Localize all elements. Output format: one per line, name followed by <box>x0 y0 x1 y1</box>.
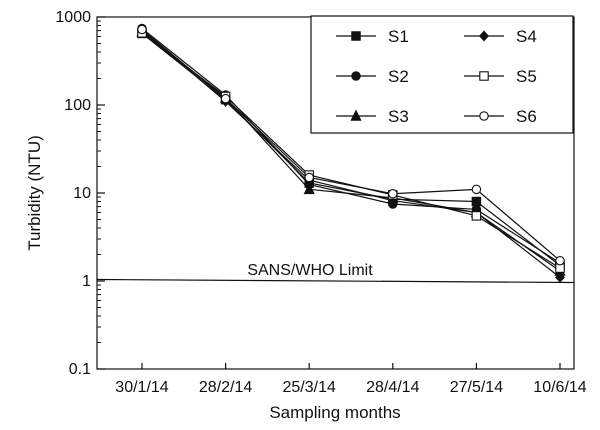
series-line-s2 <box>141 28 561 264</box>
x-tick-label: 10/6/14 <box>533 379 586 396</box>
series-line-s4 <box>141 30 561 278</box>
legend-marker-s1 <box>351 31 361 41</box>
legend: S1 S2 S3 S4 S5 S6 <box>310 15 574 134</box>
legend-marker-s3 <box>350 109 362 121</box>
legend-marker-s6 <box>479 111 489 121</box>
x-tick-label: 30/1/14 <box>115 379 168 396</box>
data-point-s6 <box>137 24 147 35</box>
data-point-s6 <box>555 255 565 266</box>
data-point-s6 <box>388 189 398 199</box>
legend-label-s5: S5 <box>516 67 537 86</box>
axis-ticks: 0.1 1 10 100 1000 30/1/14 28/2/14 25/3/14 28/4/1… <box>55 9 586 396</box>
legend-label-s6: S6 <box>516 107 537 126</box>
data-point-s6 <box>304 172 314 183</box>
x-tick-label: 28/4/14 <box>366 379 419 396</box>
y-tick-label: 10 <box>73 185 91 202</box>
data-point-s5 <box>471 211 482 221</box>
sans-who-limit-line <box>96 278 575 284</box>
data-point-s6 <box>471 184 482 195</box>
y-tick-label: 100 <box>64 97 91 114</box>
sans-who-limit-label: SANS/WHO Limit <box>247 262 373 279</box>
legend-marker-s5 <box>479 71 489 81</box>
series-lines <box>141 28 561 278</box>
data-point-s3 <box>303 182 315 195</box>
series-line-s1 <box>141 32 561 266</box>
legend-label-s2: S2 <box>388 67 409 86</box>
x-axis-label: Sampling months <box>269 403 400 422</box>
legend-label-s4: S4 <box>516 27 537 46</box>
y-tick-label: 1000 <box>55 9 91 26</box>
legend-marker-s2 <box>351 71 361 81</box>
x-tick-label: 27/5/14 <box>450 379 503 396</box>
y-axis-label: Turbidity (NTU) <box>25 135 44 251</box>
x-tick-label: 25/3/14 <box>283 379 336 396</box>
legend-marker-s4 <box>479 30 489 42</box>
legend-label-s1: S1 <box>388 27 409 46</box>
y-tick-label: 0.1 <box>69 361 91 378</box>
series-line-s6 <box>141 29 561 262</box>
x-tick-label: 28/2/14 <box>199 379 252 396</box>
y-tick-label: 1 <box>82 273 91 290</box>
data-point-s1 <box>471 196 482 207</box>
series-line-s5 <box>141 32 561 269</box>
data-point-s6 <box>220 93 231 104</box>
legend-label-s3: S3 <box>388 107 409 126</box>
